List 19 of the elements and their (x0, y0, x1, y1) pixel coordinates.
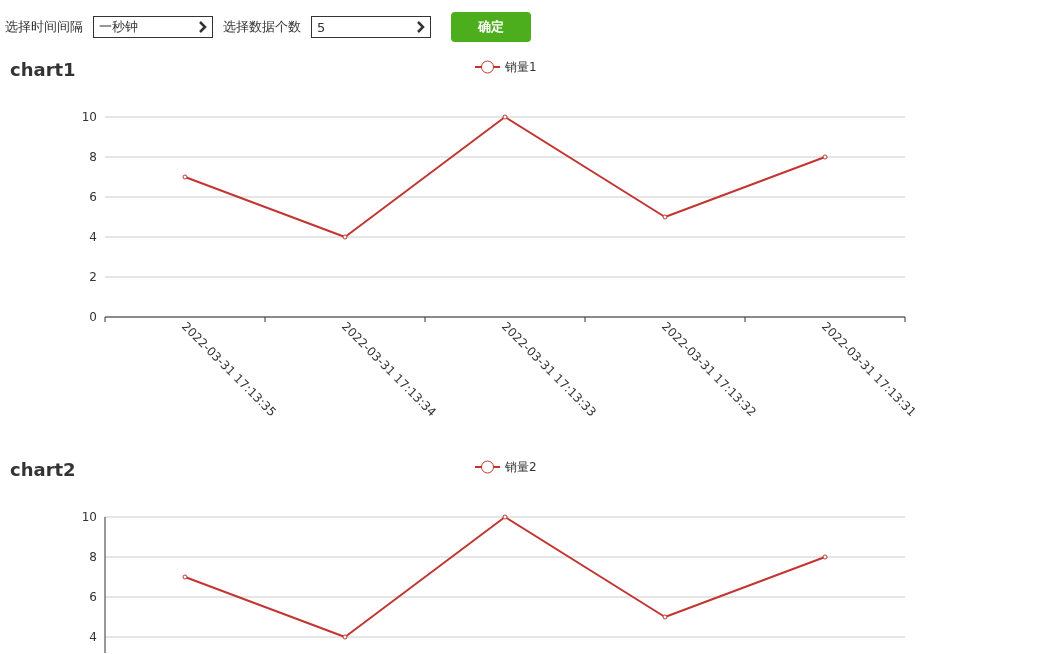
legend-label: 销量2 (504, 460, 537, 474)
legend-label: 销量1 (504, 60, 537, 74)
y-tick-label: 0 (89, 310, 97, 324)
y-tick-label: 8 (89, 150, 97, 164)
y-tick-label: 6 (89, 590, 97, 604)
y-tick-label: 4 (89, 630, 97, 644)
y-tick-label: 10 (81, 110, 97, 124)
y-tick-label: 2 (89, 270, 97, 284)
chart-title: chart1 (10, 59, 76, 80)
y-tick-label: 4 (89, 230, 97, 244)
y-tick-label: 6 (89, 190, 97, 204)
y-tick-label: 10 (81, 510, 97, 524)
chart-title: chart2 (10, 459, 76, 480)
text: 5 (317, 19, 326, 35)
text: 一秒钟 (99, 18, 138, 36)
text: 确定 (451, 12, 531, 42)
text: 选择数据个数 (223, 18, 301, 36)
y-tick-label: 8 (89, 550, 97, 564)
text: 选择时间间隔 (5, 18, 83, 36)
